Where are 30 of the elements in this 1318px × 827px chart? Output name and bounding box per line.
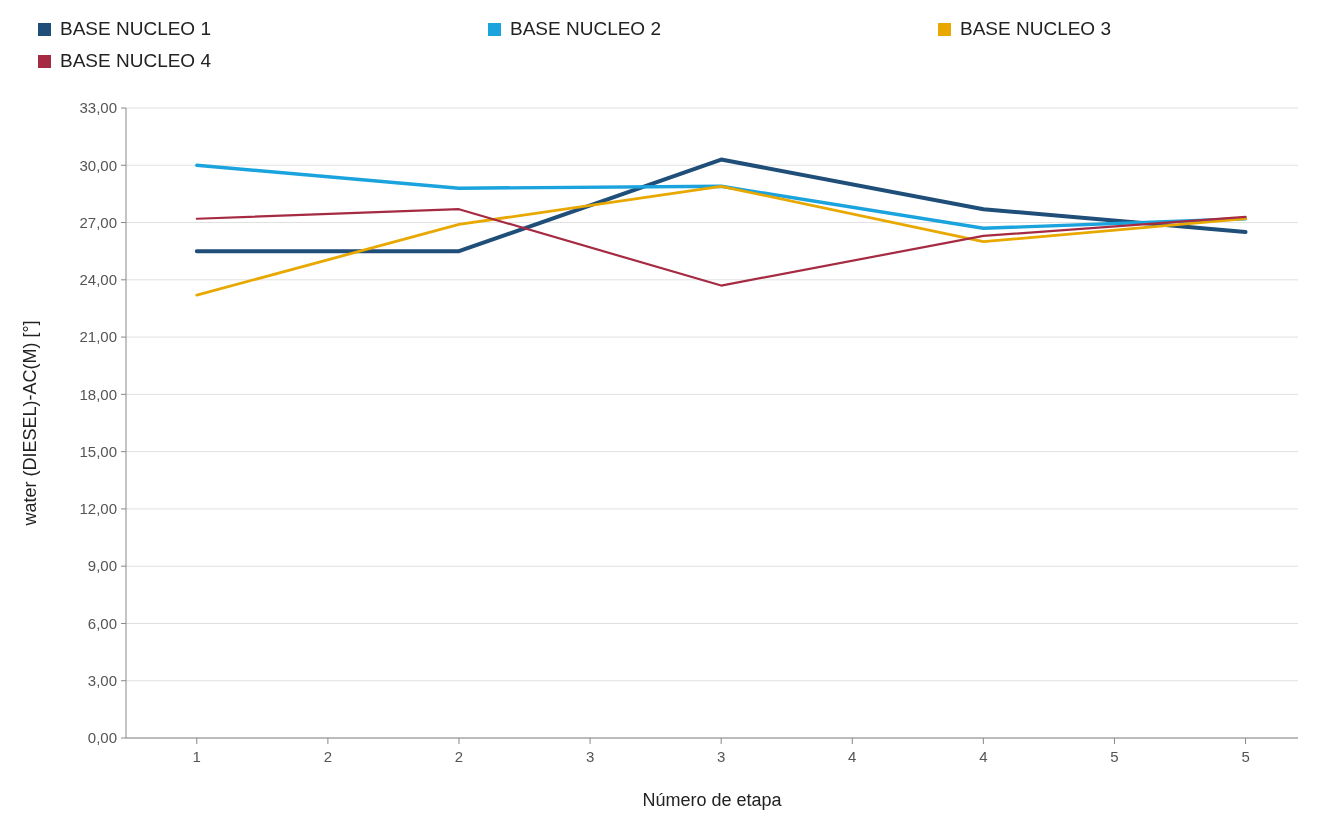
x-tick-label: 5 [1110, 748, 1119, 765]
x-tick-label: 3 [585, 748, 595, 765]
legend-label: BASE NUCLEO 2 [510, 18, 661, 39]
x-axis-title: Número de etapa [642, 790, 783, 810]
x-tick-label: 4 [979, 748, 988, 765]
legend-label: BASE NUCLEO 1 [60, 18, 211, 39]
y-tick-label: 6,00 [87, 614, 117, 632]
y-tick-label: 24,00 [79, 271, 117, 289]
y-tick-label: 27,00 [79, 213, 117, 231]
y-tick-label: 21,00 [79, 328, 117, 346]
x-tick-label: 3 [717, 748, 726, 765]
y-tick-label: 30,00 [79, 156, 117, 174]
y-tick-label: 15,00 [79, 442, 117, 460]
line-series [195, 184, 1247, 297]
x-tick-label: 4 [848, 748, 857, 765]
line-series [194, 157, 1248, 254]
y-tick-label: 12,00 [79, 500, 117, 518]
y-tick-label: 18,00 [79, 385, 117, 403]
x-tick-label: 2 [323, 748, 333, 765]
y-tick-label: 3,00 [87, 671, 117, 689]
y-tick-label: 33,00 [79, 99, 117, 117]
legend-label: BASE NUCLEO 3 [960, 18, 1111, 39]
legend-label: BASE NUCLEO 4 [60, 50, 212, 71]
x-tick-label: 5 [1241, 748, 1250, 765]
y-axis-title: water (DIESEL)-AC(M) [°] [20, 320, 40, 527]
y-tick-label: 0,00 [87, 729, 117, 747]
x-tick-label: 2 [454, 748, 464, 765]
line-series [195, 208, 1247, 287]
x-tick-label: 1 [192, 748, 201, 765]
y-tick-label: 9,00 [87, 557, 117, 575]
